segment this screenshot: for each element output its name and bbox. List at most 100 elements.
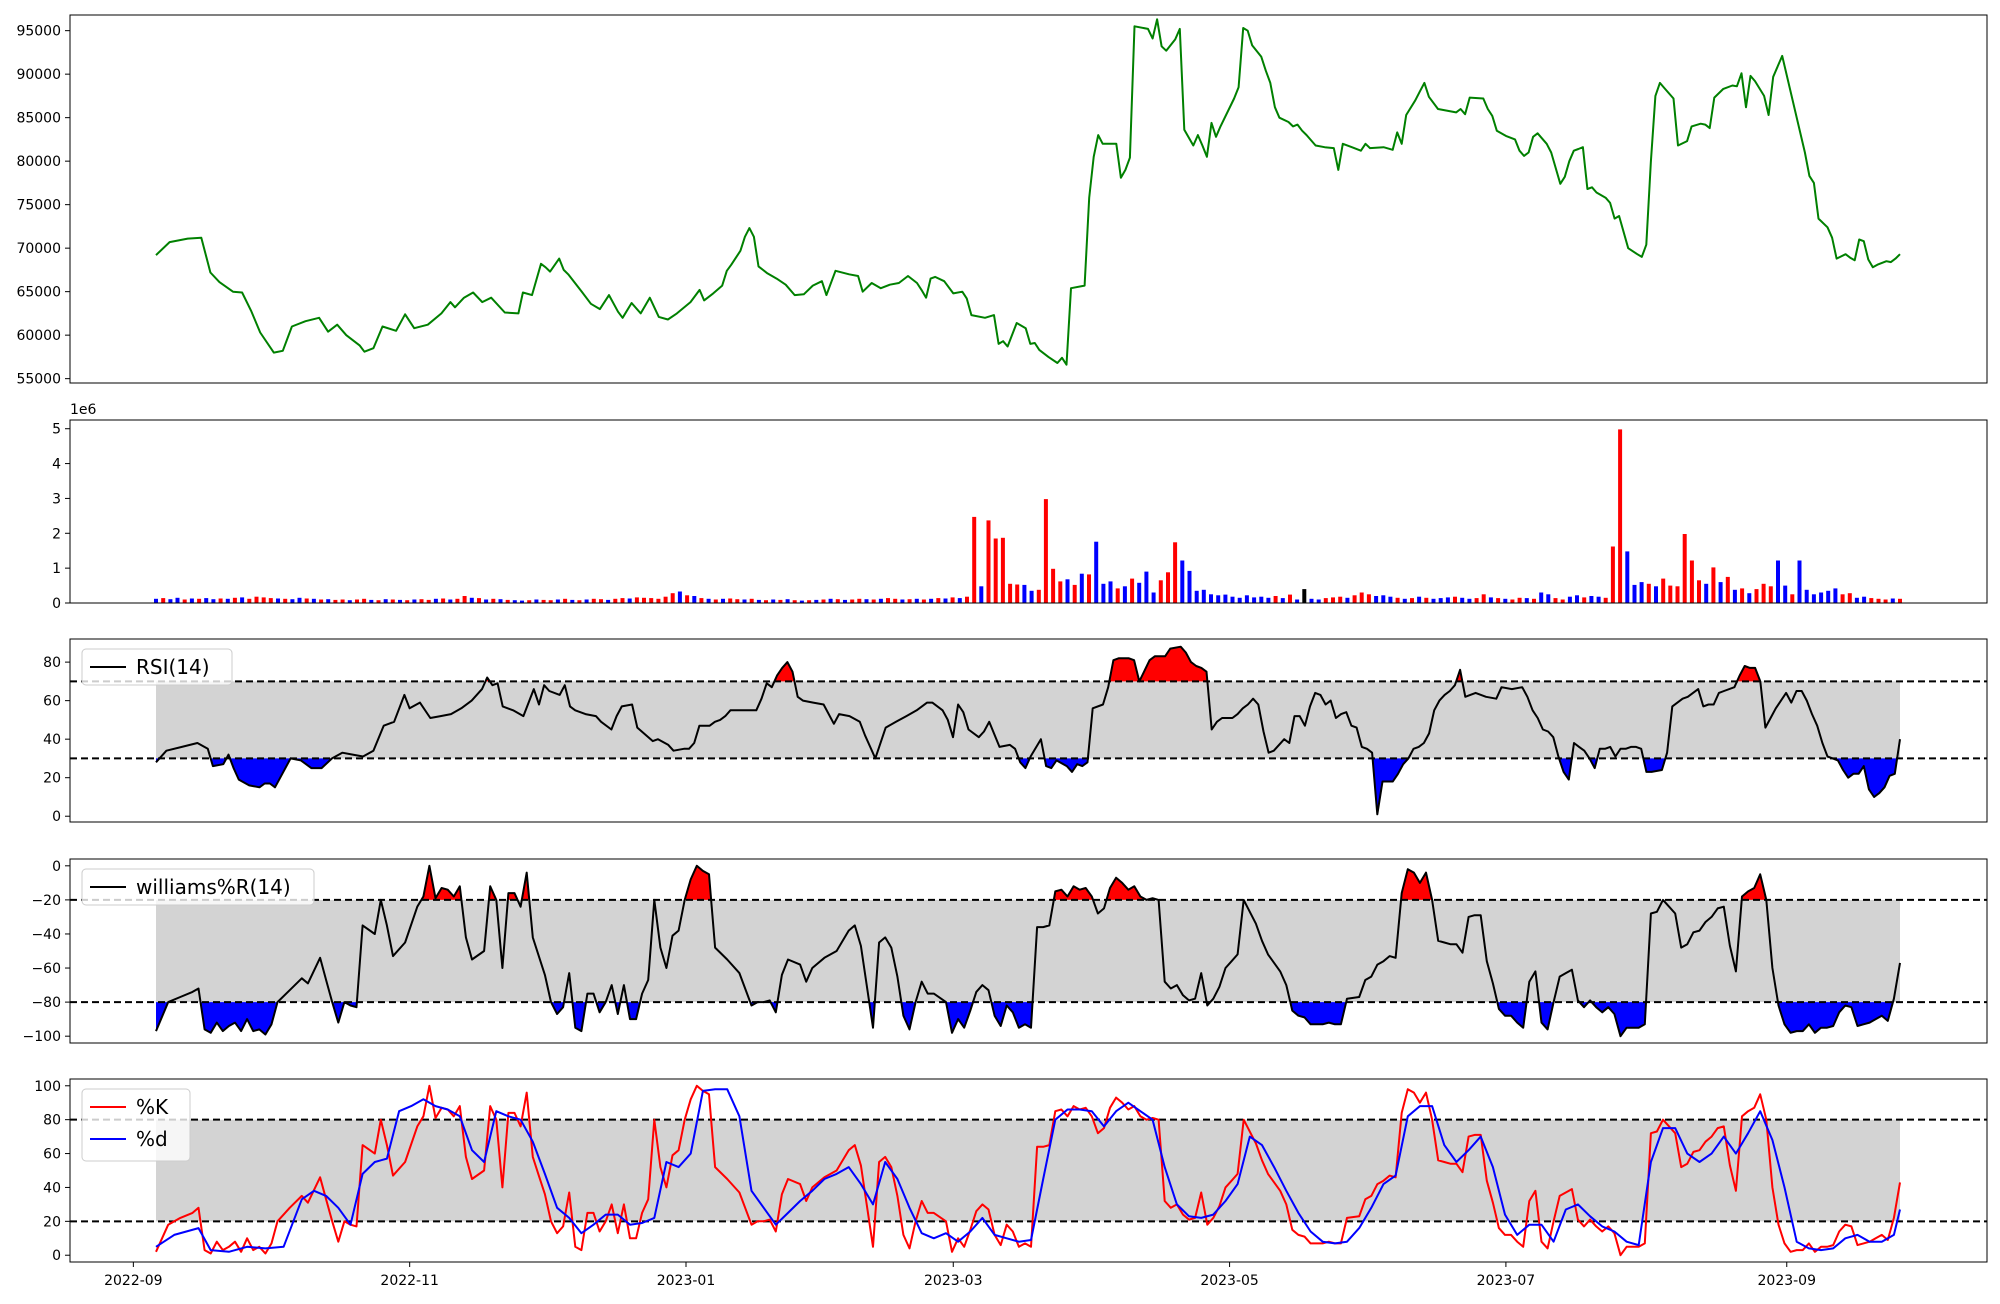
- price-ytick-label: 55000: [16, 372, 61, 388]
- volume-bar: [1374, 596, 1379, 603]
- williams-legend: williams%R(14): [81, 868, 315, 906]
- williams-legend-label: williams%R(14): [136, 875, 291, 899]
- volume-bar: [1811, 594, 1816, 603]
- xtick-label: 2023-05: [1200, 1273, 1259, 1289]
- williams-ytick-label: −40: [31, 927, 61, 943]
- volume-ytick-label: 0: [52, 596, 61, 612]
- volume-bar: [455, 598, 460, 603]
- volume-bar: [426, 599, 431, 603]
- price-panel: 55000 60000 65000 70000 75000 80000 85000 90000…: [16, 14, 1988, 388]
- volume-bar: [1467, 598, 1472, 603]
- volume-bar: [677, 591, 682, 603]
- williams-overbought-fill: [1054, 886, 1093, 900]
- stochastic-ytick-label: 60: [43, 1147, 61, 1163]
- volume-bar: [1410, 598, 1414, 603]
- volume-bar: [555, 599, 560, 603]
- volume-bar: [1862, 596, 1867, 603]
- volume-bar: [247, 598, 252, 603]
- volume-bar: [175, 597, 180, 603]
- price-ytick-label: 95000: [16, 24, 61, 40]
- volume-bar: [1804, 589, 1809, 603]
- volume-bar: [599, 599, 603, 603]
- volume-bar: [1632, 584, 1637, 603]
- volume-bar: [878, 598, 883, 603]
- xtick-label: 2022-09: [104, 1273, 163, 1289]
- volume-bar: [1567, 596, 1572, 603]
- volume-bar: [182, 599, 187, 603]
- volume-bar: [728, 598, 733, 603]
- volume-bar: [886, 598, 890, 603]
- volume-exponent-label: 1e6: [70, 402, 97, 418]
- rsi-ytick-label: 0: [52, 809, 61, 825]
- volume-bar: [634, 597, 639, 603]
- volume-bar: [1761, 583, 1766, 603]
- volume-bar: [1876, 598, 1881, 603]
- volume-bar: [785, 599, 790, 603]
- volume-bar: [1302, 589, 1307, 603]
- volume-bar: [1854, 597, 1859, 603]
- price-ytick-label: 65000: [16, 285, 61, 301]
- volume-bar: [685, 595, 690, 603]
- volume-bar: [620, 598, 625, 603]
- volume-bar: [1560, 599, 1565, 603]
- volume-bar: [1043, 499, 1048, 603]
- volume-bar: [986, 520, 991, 603]
- volume-bar: [1496, 598, 1501, 603]
- volume-bar: [1740, 588, 1745, 603]
- rsi-oversold-fill: [1644, 758, 1665, 772]
- volume-bar: [1065, 579, 1070, 603]
- williams-oversold-fill: [946, 1002, 973, 1033]
- volume-bar: [527, 600, 532, 603]
- volume-bar: [1732, 589, 1737, 603]
- volume-bar: [835, 599, 840, 603]
- volume-bar: [512, 600, 517, 603]
- volume-bar: [541, 599, 546, 603]
- xtick-label: 2022-11: [380, 1273, 439, 1289]
- volume-bar: [1618, 429, 1623, 603]
- volume-bar: [398, 599, 402, 603]
- rsi-frame: [69, 638, 1988, 823]
- volume-bar: [211, 599, 216, 603]
- volume-bar: [1675, 586, 1680, 603]
- volume-bar: [950, 597, 955, 603]
- volume-bar: [1079, 573, 1084, 603]
- volume-bar: [484, 599, 489, 603]
- volume-bar: [1273, 596, 1278, 603]
- volume-bar: [1194, 590, 1199, 603]
- volume-bar: [1331, 597, 1335, 603]
- volume-bar: [1187, 570, 1192, 603]
- volume-bar: [1754, 589, 1759, 603]
- volume-bar: [1453, 596, 1457, 603]
- volume-bar: [240, 597, 245, 603]
- rsi-legend-box: [81, 648, 233, 686]
- volume-bar: [1790, 594, 1795, 603]
- volume-bar: [1783, 585, 1788, 603]
- rsi-oversold-fill: [1833, 758, 1897, 797]
- volume-bar: [1460, 597, 1465, 603]
- volume-bar: [1295, 599, 1300, 603]
- volume-bar: [1259, 596, 1264, 603]
- volume-bar: [1144, 571, 1149, 603]
- volume-panel: 1e6 0 1 2 3 4 5: [52, 402, 1988, 612]
- williams-frame: [69, 858, 1988, 1044]
- volume-bar: [1036, 589, 1041, 603]
- volume-bar: [1381, 595, 1386, 603]
- williams-ytick-label: −80: [31, 995, 61, 1011]
- rsi-ytick-label: 80: [43, 655, 61, 671]
- volume-bar: [283, 598, 288, 603]
- xtick-label: 2023-07: [1477, 1273, 1536, 1289]
- volume-bar: [1288, 594, 1292, 603]
- volume-bar: [871, 599, 876, 603]
- volume-bar: [706, 598, 711, 603]
- volume-bar: [204, 598, 209, 603]
- volume-bar: [1108, 581, 1113, 603]
- volume-bar: [1252, 597, 1257, 603]
- volume-bar: [1209, 594, 1213, 603]
- volume-bar: [979, 586, 984, 603]
- volume-bar: [1883, 599, 1888, 603]
- volume-bar: [742, 599, 747, 603]
- volume-bar: [225, 598, 230, 603]
- volume-bar: [469, 597, 474, 603]
- volume-ytick-label: 3: [52, 491, 61, 507]
